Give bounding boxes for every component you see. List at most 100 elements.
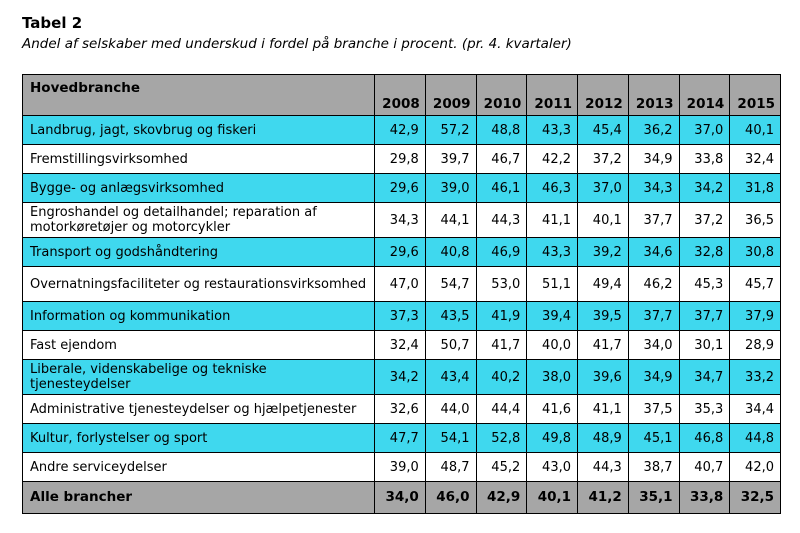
table-row: Overnatningsfaciliteter og restaurations… [22, 266, 781, 302]
table-subtitle: Andel af selskaber med underskud i forde… [22, 36, 572, 52]
row-label: Administrative tjenesteydelser og hjælpe… [22, 394, 375, 424]
table-row: Kultur, forlystelser og sport 47,7 54,1 52,… [22, 423, 781, 453]
table-cell: 41,6 [526, 394, 578, 424]
table-cell: 51,1 [526, 266, 578, 302]
table-cell: 34,9 [627, 144, 680, 174]
table-cell: 46,7 [475, 144, 528, 174]
row-label: Landbrug, jagt, skovbrug og fiskeri [22, 115, 375, 145]
table-cell: 37,7 [627, 301, 680, 331]
table-cell: 44,3 [577, 452, 629, 482]
table-cell: 43,3 [526, 115, 578, 145]
table-cell: 34,3 [627, 173, 680, 203]
row-label: Alle brancher [22, 481, 375, 514]
table-cell: 52,8 [475, 423, 528, 453]
table-cell: 34,9 [627, 359, 680, 395]
table-cell: 38,7 [627, 452, 680, 482]
table-cell: 47,7 [374, 423, 426, 453]
table-cell: 43,0 [526, 452, 578, 482]
column-header-year: 2015 [729, 74, 781, 116]
table-cell: 34,3 [374, 202, 426, 238]
table-cell: 46,9 [475, 237, 528, 267]
table-cell: 53,0 [475, 266, 528, 302]
table-cell: 42,0 [729, 452, 781, 482]
table-cell: 34,2 [678, 173, 731, 203]
table-cell: 37,5 [627, 394, 680, 424]
row-label: Fremstillingsvirksomhed [22, 144, 375, 174]
table-row: Fremstillingsvirksomhed 29,8 39,7 46,7 42,2 3… [22, 144, 781, 174]
data-table: Hovedbranche 2008 2009 2010 2011 2012 20… [22, 74, 781, 514]
table-cell: 39,0 [374, 452, 426, 482]
table-cell: 44,3 [475, 202, 528, 238]
table-cell: 32,4 [729, 144, 781, 174]
table-cell: 37,7 [627, 202, 680, 238]
table-cell: 34,2 [374, 359, 426, 395]
column-header-year: 2012 [577, 74, 629, 116]
table-cell: 44,1 [424, 202, 477, 238]
header-row: Hovedbranche 2008 2009 2010 2011 2012 20… [22, 74, 781, 116]
table-cell: 48,7 [424, 452, 477, 482]
table-cell: 37,2 [577, 144, 629, 174]
table-cell: 40,7 [678, 452, 731, 482]
table-cell: 34,0 [374, 481, 426, 514]
table-cell: 35,1 [627, 481, 680, 514]
table-cell: 44,4 [475, 394, 528, 424]
table-cell: 47,0 [374, 266, 426, 302]
table-cell: 43,3 [526, 237, 578, 267]
table-cell: 40,1 [526, 481, 578, 514]
row-label: Liberale, videnskabelige og tekniske tje… [22, 359, 375, 395]
table-cell: 54,7 [424, 266, 477, 302]
table-cell: 39,7 [424, 144, 477, 174]
table-cell: 39,4 [526, 301, 578, 331]
column-header-year: 2011 [526, 74, 578, 116]
table-cell: 41,1 [526, 202, 578, 238]
table-cell: 34,0 [627, 330, 680, 360]
column-header-year: 2009 [424, 74, 477, 116]
table-cell: 45,3 [678, 266, 731, 302]
table-cell: 46,1 [475, 173, 528, 203]
row-label: Andre serviceydelser [22, 452, 375, 482]
table-cell: 30,1 [678, 330, 731, 360]
table-cell: 42,2 [526, 144, 578, 174]
table-cell: 45,1 [627, 423, 680, 453]
table-cell: 34,4 [729, 394, 781, 424]
table-cell: 42,9 [374, 115, 426, 145]
column-header-year: 2013 [627, 74, 680, 116]
table-cell: 37,7 [678, 301, 731, 331]
table-cell: 46,0 [424, 481, 477, 514]
table-cell: 48,8 [475, 115, 528, 145]
table-row: Andre serviceydelser 39,0 48,7 45,2 43,0 44,3… [22, 452, 781, 482]
table-cell: 45,7 [729, 266, 781, 302]
row-label: Engroshandel og detailhandel; reparation… [22, 202, 375, 238]
table-cell: 46,2 [627, 266, 680, 302]
table-cell: 43,4 [424, 359, 477, 395]
table-cell: 29,6 [374, 237, 426, 267]
table-cell: 40,2 [475, 359, 528, 395]
table-cell: 45,4 [577, 115, 629, 145]
table-row: Fast ejendom 32,4 50,7 41,7 40,0 41,7 34,0 30,1… [22, 330, 781, 360]
table-cell: 40,1 [577, 202, 629, 238]
table-cell: 49,4 [577, 266, 629, 302]
table-cell: 39,6 [577, 359, 629, 395]
table-cell: 57,2 [424, 115, 477, 145]
table-title: Tabel 2 [22, 14, 83, 32]
table-cell: 40,8 [424, 237, 477, 267]
column-header-year: 2008 [374, 74, 426, 116]
table-cell: 39,2 [577, 237, 629, 267]
table-cell: 39,0 [424, 173, 477, 203]
table-cell: 50,7 [424, 330, 477, 360]
row-label: Bygge- og anlægsvirksomhed [22, 173, 375, 203]
table-cell: 38,0 [526, 359, 578, 395]
table-cell: 44,0 [424, 394, 477, 424]
table-cell: 29,6 [374, 173, 426, 203]
table-cell: 35,3 [678, 394, 731, 424]
column-header-hovedbranche: Hovedbranche [22, 74, 375, 116]
table-cell: 46,8 [678, 423, 731, 453]
table-row: Liberale, videnskabelige og tekniske tje… [22, 359, 781, 395]
table-cell: 33,2 [729, 359, 781, 395]
table-cell: 41,1 [577, 394, 629, 424]
table-row: Landbrug, jagt, skovbrug og fiskeri 42,9 5… [22, 115, 781, 145]
table-cell: 40,0 [526, 330, 578, 360]
table-cell: 40,1 [729, 115, 781, 145]
table-cell: 41,7 [577, 330, 629, 360]
table-cell: 42,9 [475, 481, 528, 514]
